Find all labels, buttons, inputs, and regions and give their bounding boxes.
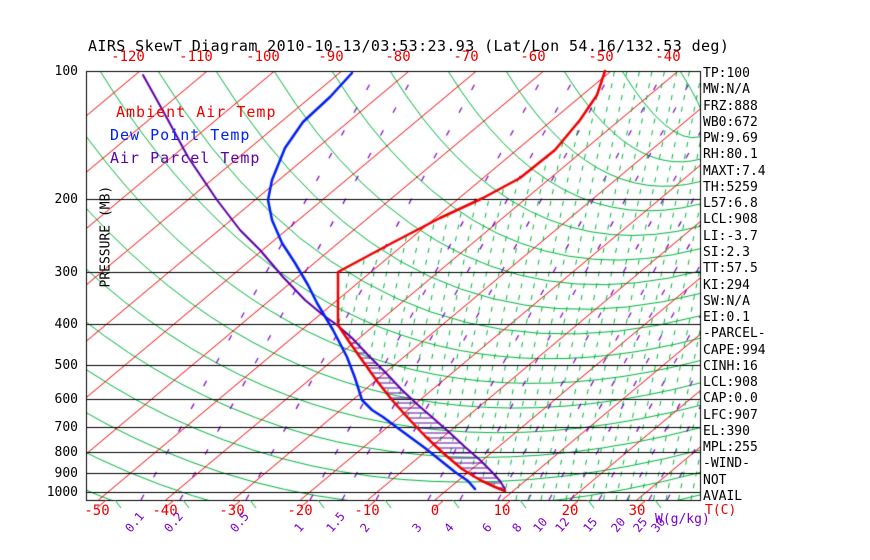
bottom-temp-tick-label: 10 — [493, 503, 511, 519]
top-temp-tick-label: -100 — [246, 49, 280, 65]
index-readout: RH:80.1 — [703, 147, 758, 163]
top-temp-tick-label: -60 — [520, 49, 546, 65]
bottom-temperature-axis: -50 -40 -30 -20 -10 0 10 20 30 — [0, 503, 870, 519]
pressure-tick-label: 300 — [54, 265, 78, 280]
pressure-tick-label: 1000 — [46, 485, 78, 500]
pressure-axis-title: PRESSURE (MB) — [98, 185, 114, 288]
index-readout: FRZ:888 — [703, 98, 758, 114]
index-readout: SI:2.3 — [703, 244, 750, 260]
index-readout: WB0:672 — [703, 114, 758, 130]
index-readout: LI:-3.7 — [703, 228, 758, 244]
index-readout: CAP:0.0 — [703, 391, 758, 407]
bottom-temp-tick-label: -20 — [287, 503, 313, 519]
pressure-tick-label: 600 — [54, 392, 78, 407]
legend-dew-point-temp: Dew Point Temp — [110, 126, 251, 144]
legend-air-parcel-temp: Air Parcel Temp — [110, 149, 261, 167]
top-temp-tick-label: -70 — [453, 49, 479, 65]
pressure-tick-label: 700 — [54, 420, 78, 435]
pressure-tick-label: 400 — [54, 317, 78, 332]
chart-title: AIRS SkewT Diagram 2010-10-13/03:53:23.9… — [88, 37, 730, 55]
index-readout: LCL:908 — [703, 212, 758, 228]
index-readout: CAPE:994 — [703, 342, 766, 358]
index-readout: -PARCEL- — [703, 326, 766, 342]
pressure-axis: 100 200 300 400 500 600 700 800 900 1000 — [0, 0, 84, 560]
index-readout: EL:390 — [703, 423, 750, 439]
index-readout: KI:294 — [703, 277, 750, 293]
index-readout: SW:N/A — [703, 293, 750, 309]
top-temperature-axis: -120 -110 -100 -90 -80 -70 -60 -50 -40 — [0, 49, 870, 65]
bottom-temp-tick-label: -50 — [84, 503, 110, 519]
legend-ambient-air-temp: Ambient Air Temp — [116, 103, 277, 121]
pressure-tick-label: 200 — [54, 192, 78, 207]
bottom-temp-tick-label: 30 — [628, 503, 646, 519]
top-temp-tick-label: -80 — [385, 49, 411, 65]
bottom-temp-tick-label: -10 — [354, 503, 380, 519]
bottom-temp-tick-label: 0 — [430, 503, 440, 519]
index-readout: L57:6.8 — [703, 196, 758, 212]
top-temp-tick-label: -40 — [655, 49, 681, 65]
sounding-indices-panel: TP:100 MW:N/A FRZ:888 WB0:672 PW:9.69 RH:80.1… — [703, 0, 868, 560]
pressure-tick-label: 500 — [54, 358, 78, 373]
pressure-tick-label: 100 — [54, 64, 78, 79]
temp-axis-unit-label: T(C) — [705, 503, 737, 518]
index-readout: CINH:16 — [703, 358, 758, 374]
index-readout: AVAIL — [703, 489, 743, 505]
index-readout: NOT — [703, 472, 727, 488]
index-readout: MAXT:7.4 — [703, 163, 766, 179]
pressure-tick-label: 900 — [54, 466, 78, 481]
index-readout: LFC:907 — [703, 407, 758, 423]
pressure-tick-label: 800 — [54, 445, 78, 460]
index-readout: -WIND- — [703, 456, 750, 472]
top-temp-tick-label: -110 — [179, 49, 213, 65]
top-temp-tick-label: -90 — [318, 49, 344, 65]
top-temp-tick-label: -50 — [588, 49, 614, 65]
bottom-temp-tick-label: 20 — [561, 503, 579, 519]
index-readout: MW:N/A — [703, 82, 750, 98]
index-readout: MPL:255 — [703, 440, 758, 456]
top-temp-tick-label: -120 — [111, 49, 145, 65]
index-readout: PW:9.69 — [703, 131, 758, 147]
index-readout: LCL:908 — [703, 375, 758, 391]
mixing-axis-unit-label: W(g/kg) — [655, 512, 710, 527]
index-readout: TT:57.5 — [703, 261, 758, 277]
bottom-temp-tick-label: -30 — [219, 503, 245, 519]
index-readout: EI:0.1 — [703, 310, 750, 326]
bottom-temp-tick-label: -40 — [152, 503, 178, 519]
index-readout: TP:100 — [703, 66, 750, 81]
index-readout: TH:5259 — [703, 179, 758, 195]
